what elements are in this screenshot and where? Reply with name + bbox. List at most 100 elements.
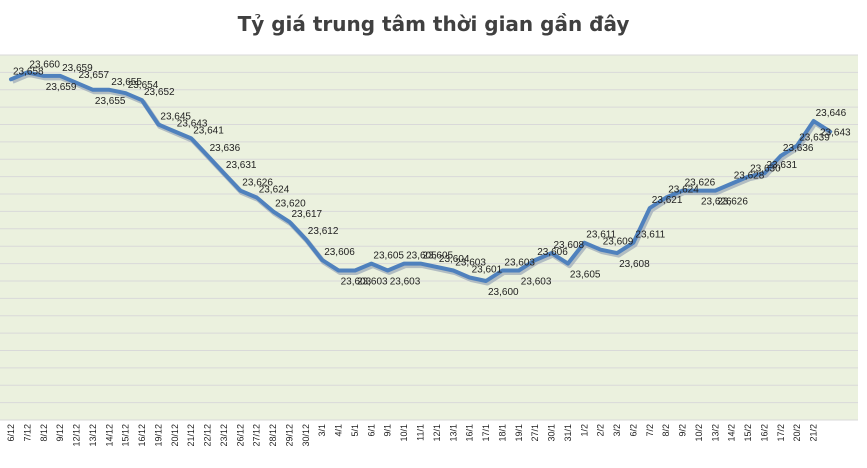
x-tick-label: 29/12 <box>285 424 295 447</box>
x-tick-label: 12/12 <box>72 424 82 447</box>
x-axis-ticks: 6/12 7/12 8/12 9/12 12/12 13/12 14/12 15/12 16/1… <box>6 424 819 447</box>
x-tick-label: 14/12 <box>104 424 114 447</box>
x-tick-label: 23/12 <box>219 424 229 447</box>
data-label: 23,654 <box>128 80 159 91</box>
x-tick-label: 20/2 <box>792 424 802 442</box>
data-label: 23,605 <box>423 251 454 262</box>
data-label: 23,624 <box>668 185 699 196</box>
x-tick-label: 16/2 <box>760 424 770 442</box>
data-label: 23,626 <box>242 178 273 189</box>
x-tick-label: 8/12 <box>39 424 49 442</box>
x-tick-label: 28/12 <box>268 424 278 447</box>
x-tick-label: 2/2 <box>596 424 606 437</box>
x-tick-label: 19/12 <box>153 424 163 447</box>
x-tick-label: 9/1 <box>383 424 393 437</box>
data-label: 23,643 <box>820 128 851 139</box>
x-tick-label: 7/12 <box>22 424 32 442</box>
data-label: 23,603 <box>521 277 552 288</box>
x-tick-label: 26/12 <box>235 424 245 447</box>
data-label: 23,626 <box>685 178 716 189</box>
data-label: 23,655 <box>111 77 142 88</box>
data-label: 23,645 <box>160 112 191 123</box>
plot-area <box>0 55 858 420</box>
x-tick-label: 1/2 <box>579 424 589 437</box>
data-label: 23,611 <box>586 230 616 241</box>
data-label: 23,659 <box>62 63 93 74</box>
data-labels: 23,65823,66023,65923,65923,65723,65523,6… <box>13 59 851 298</box>
data-label: 23,620 <box>275 198 306 209</box>
data-label: 23,624 <box>259 185 290 196</box>
x-tick-label: 30/12 <box>301 424 311 447</box>
data-label: 23,601 <box>472 265 503 276</box>
data-label: 23,612 <box>308 226 339 237</box>
x-tick-label: 5/1 <box>350 424 360 437</box>
chart-title: Tỷ giá trung tâm thời gian gần đây <box>237 12 630 36</box>
data-label: 23,605 <box>570 270 601 281</box>
x-tick-label: 16/1 <box>465 424 475 442</box>
x-tick-label: 6/2 <box>628 424 638 437</box>
x-tick-label: 12/1 <box>432 424 442 442</box>
data-label: 23,603 <box>341 277 372 288</box>
x-tick-label: 10/2 <box>694 424 704 442</box>
x-tick-label: 17/2 <box>776 424 786 442</box>
data-label: 23,639 <box>799 132 830 143</box>
data-label: 23,603 <box>357 277 388 288</box>
x-tick-label: 3/2 <box>612 424 622 437</box>
data-label: 23,621 <box>652 195 683 206</box>
x-tick-label: 21/2 <box>809 424 819 442</box>
x-tick-label: 11/1 <box>416 424 426 441</box>
data-label: 23,603 <box>455 258 486 269</box>
x-tick-label: 13/1 <box>448 424 458 442</box>
data-label: 23,608 <box>619 259 650 270</box>
data-label: 23,609 <box>603 237 634 248</box>
data-label: 23,626 <box>701 197 732 208</box>
x-tick-label: 30/1 <box>547 424 557 442</box>
x-tick-label: 9/12 <box>55 424 65 442</box>
x-tick-label: 19/1 <box>514 424 524 442</box>
data-label: 23,636 <box>210 143 241 154</box>
data-label: 23,603 <box>390 277 421 288</box>
data-label: 23,643 <box>177 119 208 130</box>
x-tick-label: 6/1 <box>366 424 376 437</box>
x-tick-label: 17/1 <box>481 424 491 442</box>
data-label: 23,646 <box>816 108 847 119</box>
data-label: 23,657 <box>79 70 110 81</box>
x-tick-label: 6/12 <box>6 424 16 442</box>
x-tick-label: 27/12 <box>252 424 262 447</box>
x-tick-label: 10/1 <box>399 424 409 442</box>
x-tick-label: 16/12 <box>137 424 147 447</box>
x-tick-label: 7/2 <box>645 424 655 437</box>
data-label: 23,631 <box>226 160 257 171</box>
data-label: 23,660 <box>29 59 60 70</box>
data-label: 23,617 <box>292 209 323 220</box>
x-tick-label: 15/2 <box>743 424 753 442</box>
x-tick-label: 14/2 <box>727 424 737 442</box>
data-label: 23,636 <box>783 143 814 154</box>
data-label: 23,605 <box>373 251 404 262</box>
x-tick-label: 21/12 <box>186 424 196 447</box>
x-tick-label: 20/12 <box>170 424 180 447</box>
x-tick-label: 31/1 <box>563 424 573 442</box>
x-tick-label: 13/2 <box>710 424 720 442</box>
x-tick-label: 3/1 <box>317 424 327 437</box>
data-label: 23,608 <box>554 240 585 251</box>
data-label: 23,611 <box>635 230 665 241</box>
data-label: 23,606 <box>324 247 355 258</box>
data-label: 23,628 <box>734 171 765 182</box>
data-label: 23,606 <box>537 247 568 258</box>
data-label: 23,604 <box>439 254 470 265</box>
x-tick-label: 8/2 <box>661 424 671 437</box>
series-line <box>9 70 832 283</box>
data-label: 23,603 <box>504 258 535 269</box>
x-tick-label: 18/1 <box>497 424 507 442</box>
x-tick-label: 13/12 <box>88 424 98 447</box>
data-label: 23,631 <box>767 160 798 171</box>
data-label: 23,652 <box>144 87 175 98</box>
data-label: 23,641 <box>193 125 224 136</box>
x-tick-label: 22/12 <box>203 424 213 447</box>
data-label: 23,626 <box>717 197 748 208</box>
x-tick-label: 9/2 <box>678 424 688 437</box>
data-label: 23,605 <box>406 251 437 262</box>
